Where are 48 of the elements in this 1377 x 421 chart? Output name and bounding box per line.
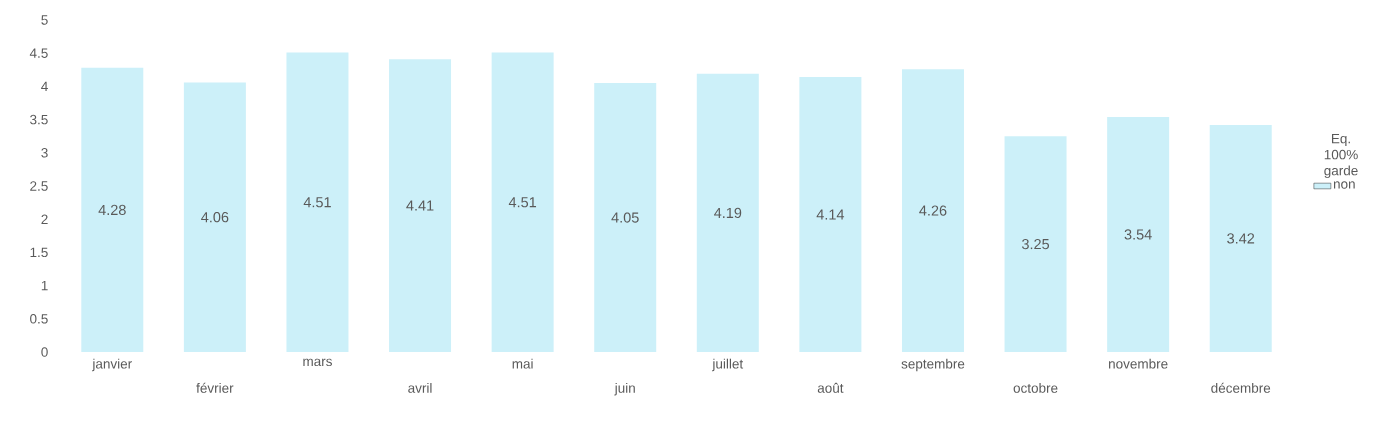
y-tick-label: 0 <box>41 347 48 357</box>
bar <box>1209 124 1272 352</box>
y-tick-label: 3 <box>41 148 48 158</box>
y-tick-label: 3.5 <box>30 114 48 125</box>
data-label: 4.51 <box>303 197 331 208</box>
y-tick-label: 5 <box>41 15 48 25</box>
data-label: 3.54 <box>1124 229 1152 240</box>
x-tick-label: janvier <box>92 358 132 372</box>
x-tick-label: juillet <box>712 358 744 372</box>
data-label: 4.05 <box>611 212 639 223</box>
data-label: 3.25 <box>1021 238 1050 250</box>
data-label: 4.19 <box>714 207 742 219</box>
x-tick-label: août <box>817 382 844 393</box>
y-tick-label: 1 <box>41 280 48 291</box>
bar <box>799 77 862 352</box>
x-tick-label: décembre <box>1211 382 1271 393</box>
bar <box>594 83 657 352</box>
bar <box>901 69 964 352</box>
y-tick-label: 0.5 <box>30 314 48 324</box>
x-tick-label: avril <box>408 382 432 393</box>
bar <box>183 82 246 352</box>
data-label: 4.51 <box>508 197 537 208</box>
y-tick-label: 4.5 <box>29 48 48 58</box>
y-tick-label: 2.5 <box>30 181 48 191</box>
data-label: 3.42 <box>1227 233 1255 244</box>
y-tick-label: 2 <box>41 214 48 224</box>
bar <box>286 52 349 352</box>
data-label: 4.26 <box>919 205 947 216</box>
data-label: 4.28 <box>98 204 126 216</box>
bar <box>1004 136 1067 352</box>
bar <box>1107 116 1170 352</box>
bar <box>389 59 452 352</box>
x-tick-label: mars <box>303 358 332 367</box>
x-tick-label: octobre <box>1013 382 1058 393</box>
y-tick-label: 1.5 <box>30 247 48 258</box>
data-label: 4.06 <box>201 212 229 223</box>
x-tick-label: novembre <box>1109 358 1168 369</box>
x-tick-label: février <box>196 382 234 393</box>
x-tick-label: mai <box>512 358 533 369</box>
bar <box>491 52 554 352</box>
y-tick-label: 4 <box>41 81 48 92</box>
bar <box>696 73 759 352</box>
legend-label: non <box>1333 181 1355 189</box>
bar <box>81 67 144 352</box>
data-label: 4.14 <box>816 209 845 220</box>
data-label: 4.41 <box>406 200 434 211</box>
x-tick-label: septembre <box>901 358 965 372</box>
x-tick-label: juin <box>614 382 635 396</box>
